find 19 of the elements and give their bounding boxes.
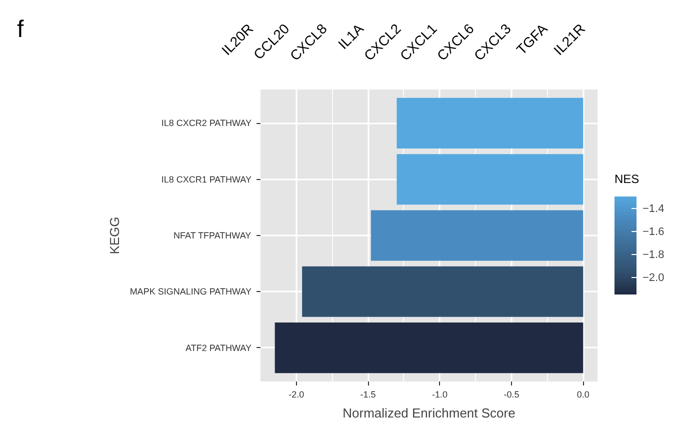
y-tick-label: MAPK SIGNALING PATHWAY bbox=[130, 286, 252, 297]
y-tick-label: NFAT TFPATHWAY bbox=[174, 230, 252, 240]
color-bar-label: −1.8 bbox=[642, 249, 664, 262]
color-bar-title: NES bbox=[614, 172, 640, 186]
x-tick-label: -0.5 bbox=[504, 390, 520, 400]
y-tick-label: ATF2 PATHWAY bbox=[186, 342, 252, 353]
x-axis-title: Normalized Enrichment Score bbox=[342, 406, 516, 420]
x-tick-label: 0.0 bbox=[576, 390, 590, 400]
x-tick-label: -1.0 bbox=[432, 390, 448, 400]
y-tick-label: IL8 CXCR2 PATHWAY bbox=[161, 118, 252, 128]
text: f bbox=[17, 15, 24, 45]
y-axis-title: KEGG bbox=[106, 216, 122, 254]
y-tick-label: IL8 CXCR1 PATHWAY bbox=[161, 174, 252, 184]
color-bar-label: −2.0 bbox=[642, 272, 664, 284]
x-tick-label: -1.5 bbox=[360, 390, 376, 400]
x-tick-label: -2.0 bbox=[288, 390, 304, 400]
color-bar-label: −1.4 bbox=[642, 203, 664, 216]
text: IL1A bbox=[334, 19, 367, 52]
color-bar-label: −1.6 bbox=[642, 226, 664, 238]
